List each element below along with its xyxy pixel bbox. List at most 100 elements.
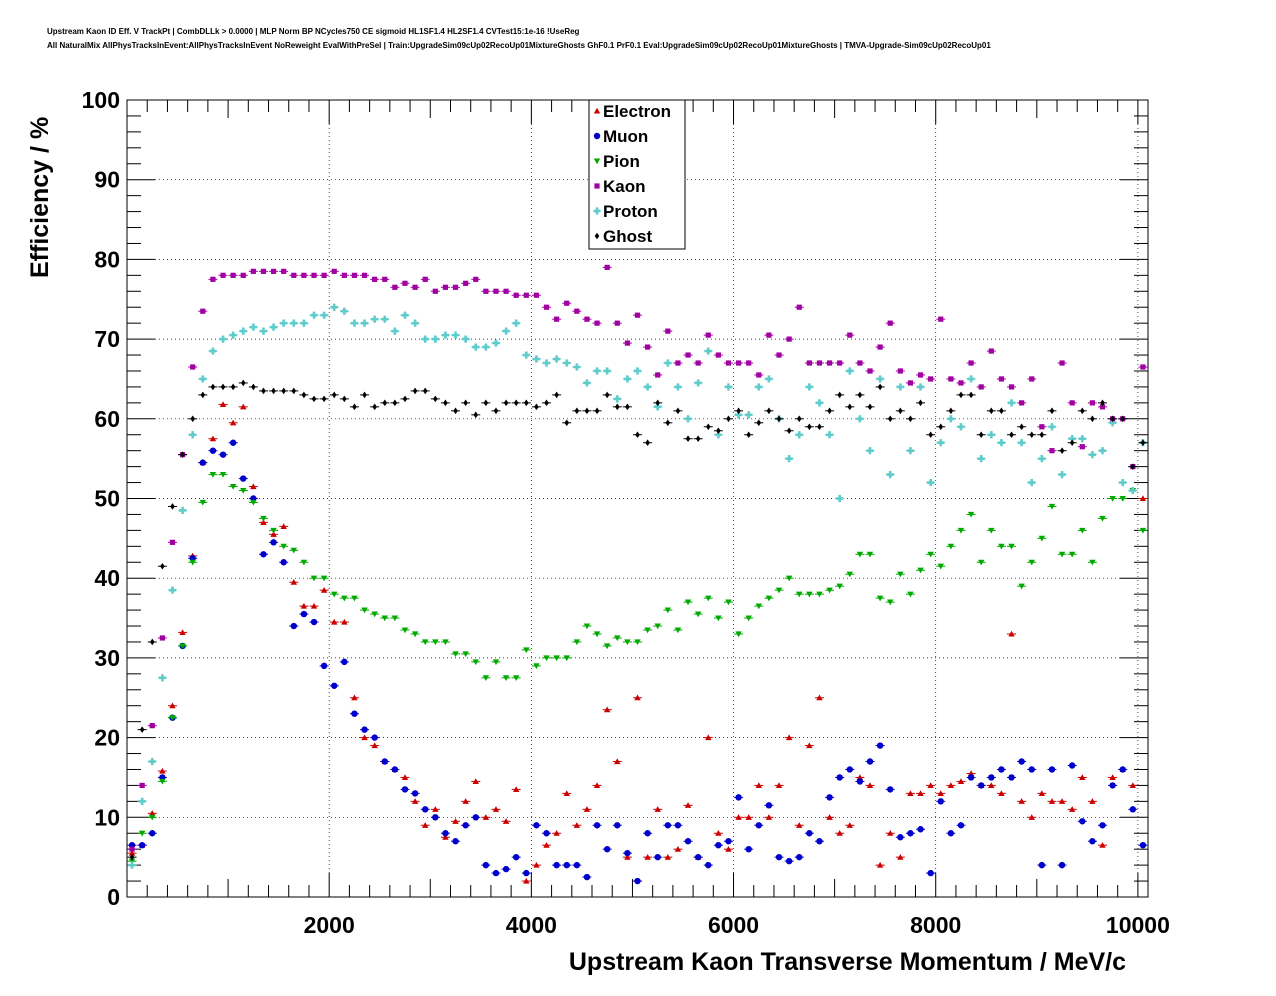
data-point-pion [876, 595, 884, 602]
data-point-ghost [473, 411, 479, 419]
data-point-muon [209, 447, 217, 454]
data-point-kaon [331, 268, 337, 274]
data-point-electron [735, 814, 742, 820]
y-tick-label: 10 [94, 804, 120, 830]
data-point-ghost [493, 407, 499, 415]
data-point-proton [1068, 435, 1076, 443]
data-point-muon [684, 838, 692, 845]
data-point-ghost [1029, 431, 1035, 439]
data-point-electron [846, 822, 853, 828]
data-point-ghost [160, 562, 165, 570]
data-point-electron [1068, 806, 1076, 812]
data-point-ghost [503, 399, 509, 407]
data-point-pion [735, 631, 742, 638]
data-point-electron [1079, 774, 1086, 781]
data-point-muon [1028, 766, 1035, 773]
data-point-ghost [1140, 439, 1146, 447]
data-point-pion [320, 575, 328, 582]
data-point-pion [240, 487, 247, 494]
data-point-kaon [452, 284, 459, 290]
data-point-kaon [988, 348, 994, 354]
y-tick-label: 60 [94, 406, 120, 432]
data-point-proton [492, 339, 500, 347]
data-point-ghost [1100, 399, 1105, 407]
y-tick-label: 20 [94, 725, 120, 751]
data-point-ghost [483, 399, 489, 407]
grid-lines [127, 100, 1148, 897]
data-point-proton [138, 797, 146, 805]
data-point-pion [725, 599, 732, 606]
data-point-proton [542, 359, 551, 367]
data-point-electron [593, 782, 601, 788]
data-point-pion [523, 647, 530, 654]
data-point-kaon [756, 372, 762, 378]
data-point-ghost [463, 399, 468, 407]
data-point-proton [664, 359, 672, 367]
data-point-electron [149, 810, 156, 816]
data-point-electron [796, 822, 803, 828]
data-point-proton [1028, 478, 1036, 487]
data-point-ghost [544, 399, 549, 407]
data-point-proton [724, 383, 733, 391]
data-point-proton [987, 431, 995, 439]
data-point-ghost [1090, 415, 1095, 423]
data-point-electron [907, 790, 914, 796]
data-point-pion [209, 472, 217, 478]
data-point-pion [502, 675, 510, 682]
data-point-muon [1099, 822, 1106, 829]
data-point-muon [1079, 818, 1086, 825]
data-point-pion [644, 627, 651, 634]
series-proton [127, 303, 1148, 869]
data-point-pion [664, 607, 672, 614]
data-point-electron [300, 602, 308, 609]
legend-marker-ghost [594, 232, 600, 240]
data-point-proton [805, 383, 813, 391]
data-point-proton [381, 315, 389, 323]
data-point-electron [320, 586, 328, 593]
data-point-proton [633, 367, 642, 375]
data-point-ghost [594, 407, 600, 415]
data-point-pion [765, 595, 773, 602]
data-point-electron [897, 853, 904, 860]
data-point-electron [462, 798, 469, 804]
data-point-ghost [240, 379, 246, 387]
data-point-muon [644, 830, 651, 837]
data-point-kaon [513, 292, 519, 298]
data-point-proton [401, 311, 409, 319]
data-point-muon [492, 869, 500, 877]
data-point-ghost [251, 383, 256, 391]
data-point-proton [916, 383, 925, 391]
data-point-pion [442, 639, 449, 646]
y-tick-label: 70 [94, 326, 120, 352]
data-point-electron [563, 790, 570, 796]
data-point-ghost [756, 419, 762, 427]
data-point-kaon [695, 360, 701, 366]
data-point-ghost [746, 431, 751, 439]
data-point-proton [674, 383, 682, 391]
legend-label-kaon: Kaon [603, 177, 646, 196]
data-point-pion [937, 563, 944, 570]
data-point-ghost [180, 451, 185, 458]
data-point-electron [219, 401, 227, 408]
data-point-muon [331, 682, 338, 689]
data-point-muon [765, 802, 773, 809]
data-point-kaon [887, 320, 893, 326]
data-point-kaon [382, 276, 388, 282]
data-point-proton [300, 319, 308, 327]
data-point-electron [624, 853, 631, 860]
data-point-proton [441, 331, 450, 339]
data-point-electron [533, 861, 540, 868]
data-point-kaon [291, 272, 297, 278]
data-point-pion [826, 587, 833, 594]
data-point-muon [149, 830, 156, 837]
data-point-pion [543, 655, 550, 662]
data-point-ghost [1130, 463, 1136, 470]
data-point-muon [219, 451, 227, 458]
data-point-proton [906, 447, 915, 455]
data-point-muon [947, 830, 955, 837]
data-point-ghost [443, 399, 448, 407]
data-point-pion [796, 591, 803, 598]
data-point-muon [533, 822, 540, 829]
data-point-pion [361, 607, 368, 614]
data-point-pion [492, 659, 500, 666]
